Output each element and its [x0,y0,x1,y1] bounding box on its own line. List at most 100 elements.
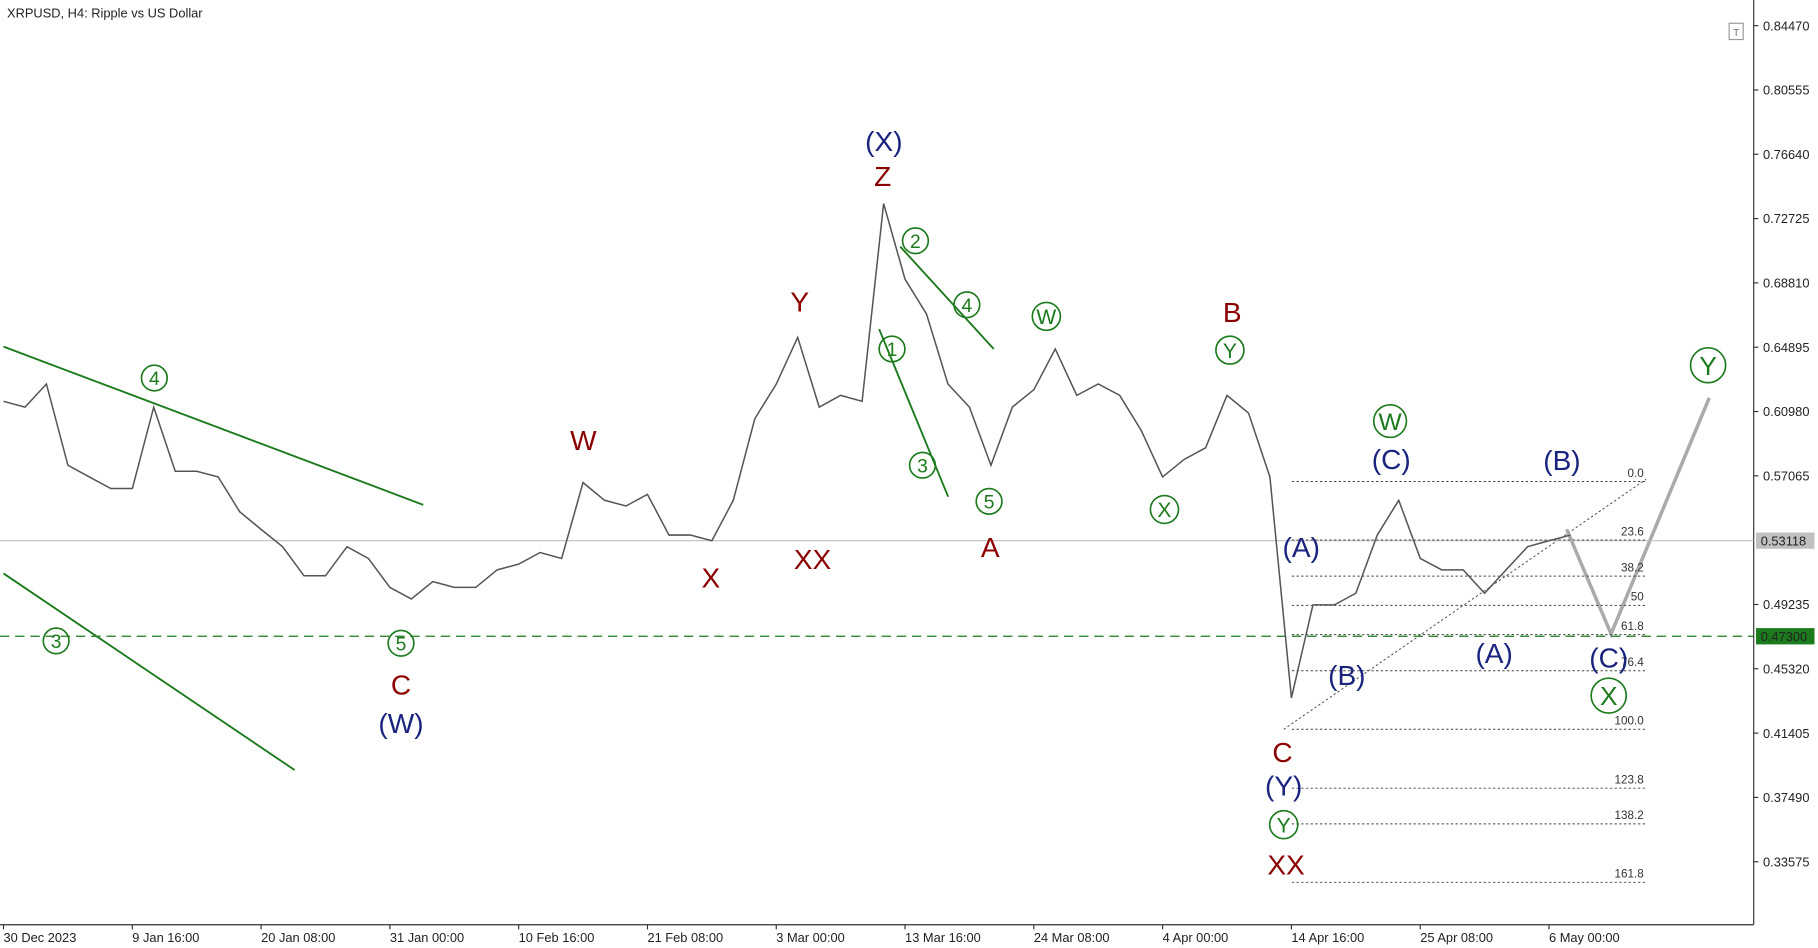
y-tick-label: 0.68810 [1763,276,1809,291]
wave-label: 5 [396,634,407,655]
wave-circle [878,335,906,363]
x-tick-label: 21 Feb 08:00 [647,930,723,945]
fibo-level-label: 76.4 [1621,656,1644,669]
fibo-level-label: 38.2 [1621,562,1644,575]
price-line [3,203,1571,699]
wave-label: Y [1223,340,1237,363]
fibo-level-label: 161.8 [1615,868,1644,881]
wave-circle [975,487,1003,515]
wave-label: X [701,562,720,593]
x-tick-label: 13 Mar 16:00 [905,930,981,945]
wave-label: 3 [51,632,62,653]
x-tick-label: 9 Jan 16:00 [132,930,199,945]
wave-circle [140,364,169,392]
wave-label: X [1157,499,1171,522]
wave-circle [1689,346,1727,384]
y-tick-label: 0.80555 [1763,83,1809,98]
wave-label: Y [1277,814,1291,837]
wave-circle [1268,809,1299,840]
wave-label: C [1272,737,1292,768]
wave-circle [908,451,937,479]
wave-circle [953,291,981,319]
wave-label: Y [790,287,809,318]
x-tick-label: 4 Apr 00:00 [1163,930,1229,945]
y-tick-label: 0.60980 [1763,404,1809,419]
y-tick-label: 0.45320 [1763,661,1809,676]
x-tick-label: 25 Apr 08:00 [1420,930,1493,945]
wave-label: A [981,532,1000,563]
wave-label: (B) [1543,445,1580,476]
wave-label: 2 [910,232,921,253]
fibo-level-label: 100.0 [1615,715,1645,728]
wave-label: 1 [887,340,898,361]
wave-label: W [1036,306,1056,329]
wave-label: (X) [865,126,902,157]
fibo-level-label: 138.2 [1615,809,1644,822]
wave-label: (A) [1283,532,1320,563]
wave-label: XX [794,544,832,575]
wave-label: (C) [1589,643,1628,674]
chart-title: XRPUSD, H4: Ripple vs US Dollar [7,5,203,20]
x-tick-label: 3 Mar 00:00 [776,930,845,945]
wave-label: W [570,425,597,456]
fibo-level-label: 0.0 [1628,467,1645,480]
x-tick-label: 31 Jan 00:00 [390,930,464,945]
toolbar-icon[interactable] [1728,22,1744,41]
wave-label: C [391,669,411,700]
wave-circle [42,627,70,655]
fibo-level-label: 123.8 [1615,774,1644,787]
wave-label: (Y) [1265,771,1302,802]
wave-circle [387,629,415,657]
y-tick-label: 0.76640 [1763,147,1809,162]
wave-label: (A) [1475,638,1512,669]
x-tick-label: 10 Feb 16:00 [519,930,595,945]
y-tick-label: 0.64895 [1763,340,1809,355]
x-tick-label: 20 Jan 08:00 [261,930,335,945]
wave-label: W [1379,409,1403,436]
fibo-level-label: 61.8 [1621,620,1644,633]
trend-line [878,328,950,498]
wave-label: 4 [149,369,160,390]
wave-label: (C) [1372,444,1411,475]
wave-circle [1149,494,1180,525]
wave-label: B [1223,297,1242,328]
wave-circle [901,227,930,255]
wave-circle [1031,301,1062,332]
y-tick-label: 0.37490 [1763,790,1809,805]
y-tick-label: 0.49235 [1763,597,1809,612]
x-tick-label: 6 May 00:00 [1549,930,1620,945]
fibo-diagonal [1283,478,1647,730]
y-tick-label: 0.33575 [1763,854,1809,869]
x-tick-label: 30 Dec 2023 [4,930,77,945]
wave-label: 3 [917,456,928,477]
y-tick-label: 0.84470 [1763,18,1809,33]
fibo-level-label: 50 [1631,591,1645,604]
wave-label: (W) [378,708,423,739]
current-price-label: 0.53118 [1761,533,1806,548]
wave-label: 5 [984,492,995,513]
y-tick-label: 0.72725 [1763,211,1809,226]
trend-line [3,345,424,506]
y-tick-label: 0.41405 [1763,726,1809,741]
y-tick-label: 0.57065 [1763,469,1809,484]
wave-label: (B) [1328,660,1365,691]
current-price-badge [1756,532,1815,549]
projection-path [1565,397,1711,639]
wave-label: XX [1267,850,1305,881]
wave-circle [1372,403,1408,439]
level-badge [1756,628,1815,645]
wave-label: Y [1699,351,1717,381]
toolbar-icon-glyph: T [1733,28,1740,39]
trend-line [899,245,995,350]
wave-label: X [1600,681,1618,711]
wave-circle [1590,677,1628,714]
x-tick-label: 14 Apr 16:00 [1291,930,1364,945]
trend-line [2,572,296,771]
wave-circle [1215,335,1245,365]
wave-label: Z [874,161,891,192]
fibo-level-label: 23.6 [1621,525,1644,538]
level-label: 0.47300 [1761,629,1807,644]
